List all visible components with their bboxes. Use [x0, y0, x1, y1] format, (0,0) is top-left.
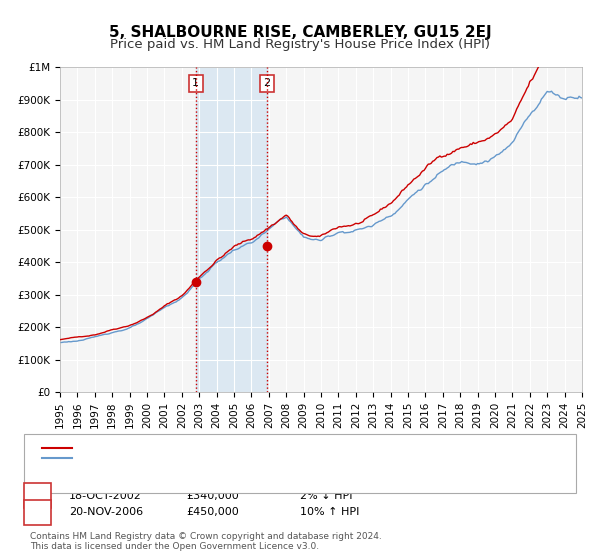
Text: HPI: Average price, detached house, Surrey Heath: HPI: Average price, detached house, Surr… [78, 451, 374, 465]
Text: Price paid vs. HM Land Registry's House Price Index (HPI): Price paid vs. HM Land Registry's House … [110, 38, 490, 51]
Text: 1: 1 [34, 491, 41, 501]
Text: 20-NOV-2006: 20-NOV-2006 [69, 507, 143, 517]
Text: 5, SHALBOURNE RISE, CAMBERLEY, GU15 2EJ (detached house): 5, SHALBOURNE RISE, CAMBERLEY, GU15 2EJ … [78, 441, 452, 455]
Text: 2: 2 [263, 78, 271, 88]
Bar [196, 67, 267, 392]
Text: 1: 1 [192, 78, 199, 88]
Text: 5, SHALBOURNE RISE, CAMBERLEY, GU15 2EJ: 5, SHALBOURNE RISE, CAMBERLEY, GU15 2EJ [109, 25, 491, 40]
Text: £340,000: £340,000 [186, 491, 239, 501]
Text: 18-OCT-2002: 18-OCT-2002 [69, 491, 142, 501]
Text: 2% ↓ HPI: 2% ↓ HPI [300, 491, 353, 501]
Text: £450,000: £450,000 [186, 507, 239, 517]
Text: Contains HM Land Registry data © Crown copyright and database right 2024.
This d: Contains HM Land Registry data © Crown c… [30, 532, 382, 552]
Text: 10% ↑ HPI: 10% ↑ HPI [300, 507, 359, 517]
Text: 2: 2 [34, 507, 41, 517]
